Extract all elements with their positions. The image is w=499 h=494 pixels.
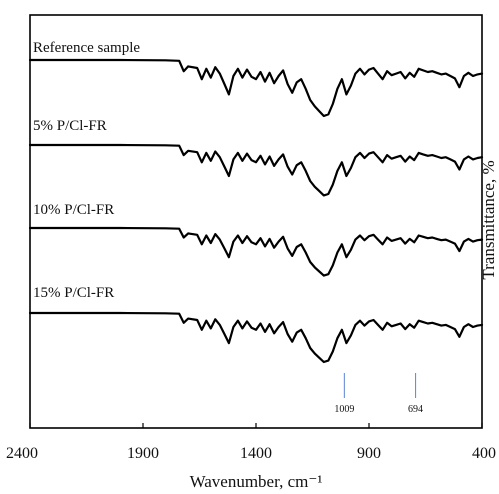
- spectra-group: [28, 58, 484, 364]
- x-axis-label: Wavenumber, cm⁻¹: [190, 472, 323, 491]
- series-label-2: 5% P/Cl-FR: [33, 118, 107, 134]
- annotations-group: 1009 694: [334, 373, 423, 415]
- series-label-1: Reference sample: [33, 40, 140, 56]
- annotation-label-694: 694: [408, 404, 423, 415]
- series-labels-group: Reference sample 5% P/Cl-FR 10% P/Cl-FR 15%…: [33, 40, 140, 301]
- x-axis: 2400 1900 1400 900 400: [6, 423, 496, 462]
- x-tick-label-400: 400: [472, 445, 496, 462]
- x-tick-label-1400: 1400: [240, 445, 272, 462]
- series-label-3: 10% P/Cl-FR: [33, 202, 114, 218]
- spectrum-line-4: [28, 311, 484, 364]
- x-tick-label-2400: 2400: [6, 445, 38, 462]
- y-axis-label: Transmittance, %: [479, 160, 498, 279]
- spectrum-line-2: [28, 143, 484, 197]
- spectrum-line-1: [28, 58, 484, 118]
- x-tick-label-900: 900: [357, 445, 381, 462]
- spectrum-line-3: [28, 226, 484, 277]
- x-tick-label-1900: 1900: [127, 445, 159, 462]
- annotation-label-1009: 1009: [334, 404, 354, 415]
- series-label-4: 15% P/Cl-FR: [33, 285, 114, 301]
